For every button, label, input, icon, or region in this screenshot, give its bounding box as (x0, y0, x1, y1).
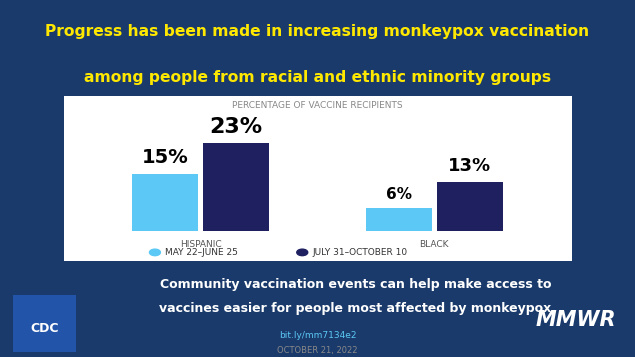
Text: among people from racial and ethnic minority groups: among people from racial and ethnic mino… (84, 70, 551, 85)
Text: Progress has been made in increasing monkeypox vaccination: Progress has been made in increasing mon… (46, 25, 589, 40)
Text: 6%: 6% (386, 187, 411, 202)
Bar (203, 144, 269, 231)
Text: HISPANIC: HISPANIC (180, 240, 222, 249)
Text: bit.ly/mm7134e2: bit.ly/mm7134e2 (279, 331, 356, 340)
Text: 13%: 13% (448, 157, 491, 175)
Bar (132, 174, 198, 231)
Ellipse shape (149, 249, 161, 256)
Text: PERCENTAGE OF VACCINE RECIPIENTS: PERCENTAGE OF VACCINE RECIPIENTS (232, 101, 403, 110)
Text: BLACK: BLACK (420, 240, 449, 249)
Bar (366, 208, 432, 231)
Bar (437, 181, 503, 231)
Text: 23%: 23% (210, 117, 263, 137)
Text: MMWR: MMWR (535, 310, 616, 330)
Text: CDC: CDC (30, 322, 58, 335)
Text: Community vaccination events can help make access to: Community vaccination events can help ma… (160, 278, 551, 291)
Text: MAY 22–JUNE 25: MAY 22–JUNE 25 (165, 248, 238, 257)
Ellipse shape (297, 249, 308, 256)
Text: JULY 31–OCTOBER 10: JULY 31–OCTOBER 10 (312, 248, 408, 257)
Text: OCTOBER 21, 2022: OCTOBER 21, 2022 (277, 346, 358, 355)
Text: vaccines easier for people most affected by monkeypox: vaccines easier for people most affected… (159, 302, 552, 315)
Text: 15%: 15% (142, 148, 189, 167)
